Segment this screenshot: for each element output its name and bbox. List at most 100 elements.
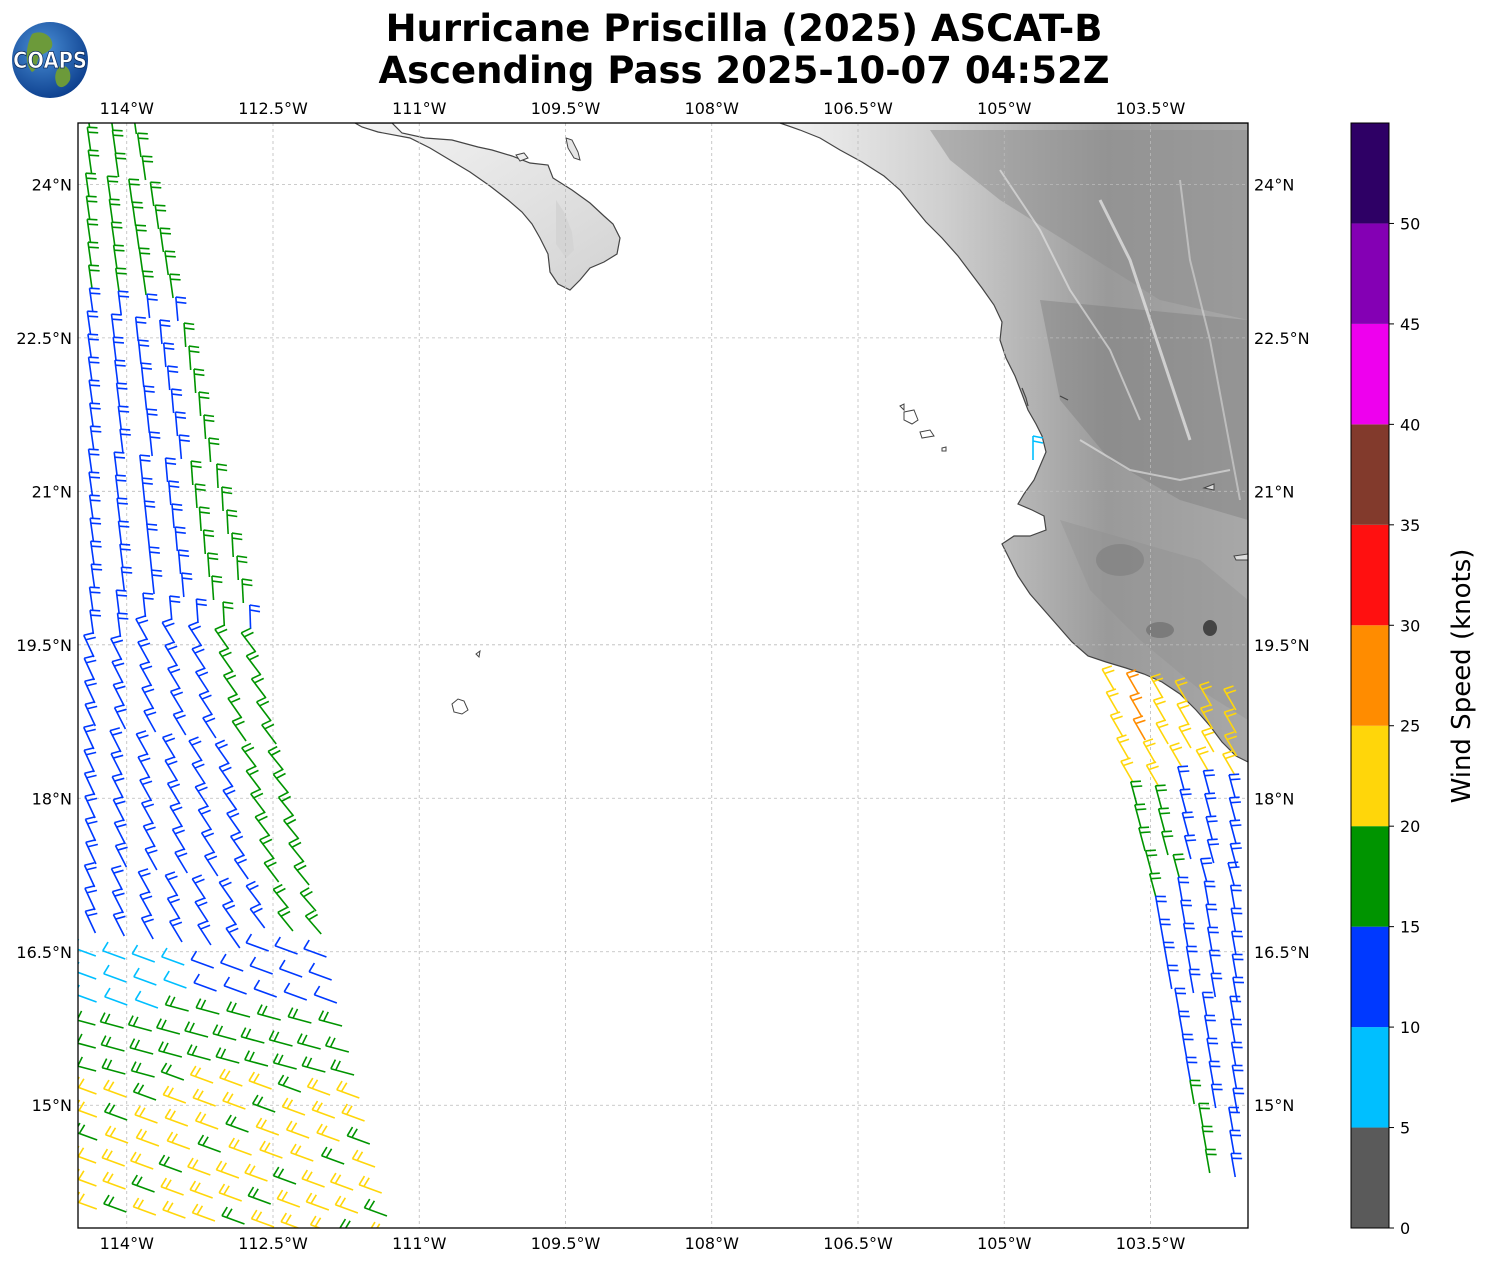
wind-barb bbox=[222, 785, 238, 811]
map-axes: 114°W 114°W 112.5°W 112.5°W 111°W 111°W 109.5°… bbox=[16, 99, 1309, 1253]
wind-barb bbox=[215, 463, 228, 489]
wind-barb bbox=[1201, 727, 1215, 753]
wind-barb bbox=[261, 719, 277, 745]
wind-barb bbox=[84, 793, 98, 819]
wind-barb bbox=[223, 976, 247, 995]
wind-barb bbox=[305, 1192, 330, 1211]
wind-barb bbox=[346, 1126, 371, 1145]
wind-barb bbox=[244, 1163, 268, 1182]
wind-barb bbox=[83, 747, 97, 773]
colorbar-bin bbox=[1351, 1027, 1389, 1128]
wind-barb bbox=[135, 615, 149, 641]
wind-barb bbox=[108, 198, 121, 224]
wind-barb bbox=[169, 802, 184, 828]
wind-barb bbox=[1231, 930, 1243, 956]
wind-barb bbox=[285, 1120, 310, 1139]
wind-barb bbox=[1198, 681, 1213, 707]
wind-barb bbox=[204, 851, 219, 877]
wind-barb bbox=[1229, 819, 1242, 845]
wind-barb bbox=[1181, 1033, 1194, 1059]
colorbar-bin bbox=[1351, 123, 1389, 224]
wind-barb bbox=[194, 782, 210, 808]
wind-barb bbox=[250, 788, 266, 814]
wind-barb bbox=[1177, 1010, 1190, 1036]
wind-barb bbox=[84, 816, 98, 842]
wind-barb bbox=[127, 1015, 152, 1032]
wind-barb bbox=[1228, 773, 1241, 799]
wind-barb bbox=[280, 1212, 304, 1228]
wind-barb bbox=[166, 365, 179, 391]
wind-barb bbox=[164, 641, 179, 667]
wind-barb bbox=[203, 414, 215, 440]
lat-tick-label-right: 22.5°N bbox=[1254, 329, 1310, 348]
wind-barb bbox=[141, 477, 153, 503]
wind-barb bbox=[116, 612, 129, 638]
wind-barb bbox=[88, 494, 101, 520]
wind-barb bbox=[155, 1018, 181, 1035]
wind-barb bbox=[116, 497, 128, 523]
wind-barb bbox=[137, 868, 151, 894]
wind-barb bbox=[86, 310, 99, 336]
island-tres-marias-1 bbox=[899, 403, 905, 412]
colorbar-bin bbox=[1351, 223, 1389, 324]
wind-barb bbox=[212, 1024, 237, 1041]
wind-barb bbox=[195, 667, 210, 693]
wind-barb bbox=[84, 908, 98, 934]
wind-barb bbox=[194, 897, 209, 923]
wind-barb bbox=[229, 831, 246, 857]
wind-barb bbox=[222, 670, 239, 696]
wind-barb bbox=[241, 742, 257, 768]
colorbar-tick-label: 10 bbox=[1400, 1018, 1420, 1037]
wind-barb bbox=[1178, 723, 1192, 749]
lat-tick-label-right: 21°N bbox=[1254, 482, 1294, 501]
wind-barb bbox=[245, 933, 269, 952]
lat-tick-label-left: 21°N bbox=[32, 482, 72, 501]
colorbar-bin bbox=[1351, 926, 1389, 1028]
wind-barb bbox=[139, 776, 153, 802]
wind-barb bbox=[283, 982, 308, 1001]
wind-barb bbox=[89, 425, 102, 451]
wind-barb bbox=[1227, 861, 1240, 887]
wind-barb bbox=[172, 710, 187, 736]
lon-tick-label-top: 114°W bbox=[100, 99, 155, 118]
wind-barb bbox=[171, 503, 183, 529]
wind-barb bbox=[84, 701, 98, 727]
wind-barb bbox=[334, 1195, 359, 1214]
wind-barb bbox=[166, 894, 181, 920]
wind-barb bbox=[143, 707, 157, 733]
lon-tick-label-bottom: 106.5°W bbox=[823, 1234, 893, 1253]
wind-barb bbox=[1134, 803, 1147, 829]
wind-barb bbox=[84, 885, 98, 911]
colorbar-tick-label: 15 bbox=[1400, 918, 1420, 937]
wind-barb bbox=[1201, 991, 1214, 1017]
wind-barb bbox=[245, 765, 262, 791]
wind-barb bbox=[134, 316, 147, 342]
wind-barb bbox=[226, 808, 242, 834]
wind-barb bbox=[277, 1074, 302, 1093]
wind-barb bbox=[1157, 807, 1171, 833]
wind-barb bbox=[1129, 692, 1143, 718]
wind-barb bbox=[274, 936, 298, 955]
wind-barb bbox=[88, 379, 101, 405]
wind-barb bbox=[137, 339, 150, 365]
wind-barb bbox=[146, 523, 158, 549]
wind-barb bbox=[240, 627, 257, 653]
wind-barb bbox=[244, 1050, 269, 1067]
wind-barb bbox=[114, 474, 127, 500]
wind-barb bbox=[162, 342, 175, 368]
map-area bbox=[78, 123, 1248, 1228]
logo-text: COAPS bbox=[13, 49, 87, 74]
wind-barb bbox=[303, 939, 327, 958]
wind-barb bbox=[1125, 669, 1140, 695]
wind-barb bbox=[114, 842, 128, 868]
wind-barb bbox=[272, 883, 289, 909]
wind-barb bbox=[117, 290, 130, 316]
lat-tick-label-left: 16.5°N bbox=[16, 943, 72, 962]
wind-barb bbox=[146, 293, 158, 319]
wind-barb bbox=[1188, 968, 1201, 994]
wind-barb bbox=[202, 529, 215, 555]
wind-barb bbox=[85, 839, 99, 865]
wind-barb bbox=[1160, 830, 1174, 856]
wind-barb bbox=[1172, 853, 1185, 879]
wind-barb bbox=[1229, 995, 1242, 1021]
